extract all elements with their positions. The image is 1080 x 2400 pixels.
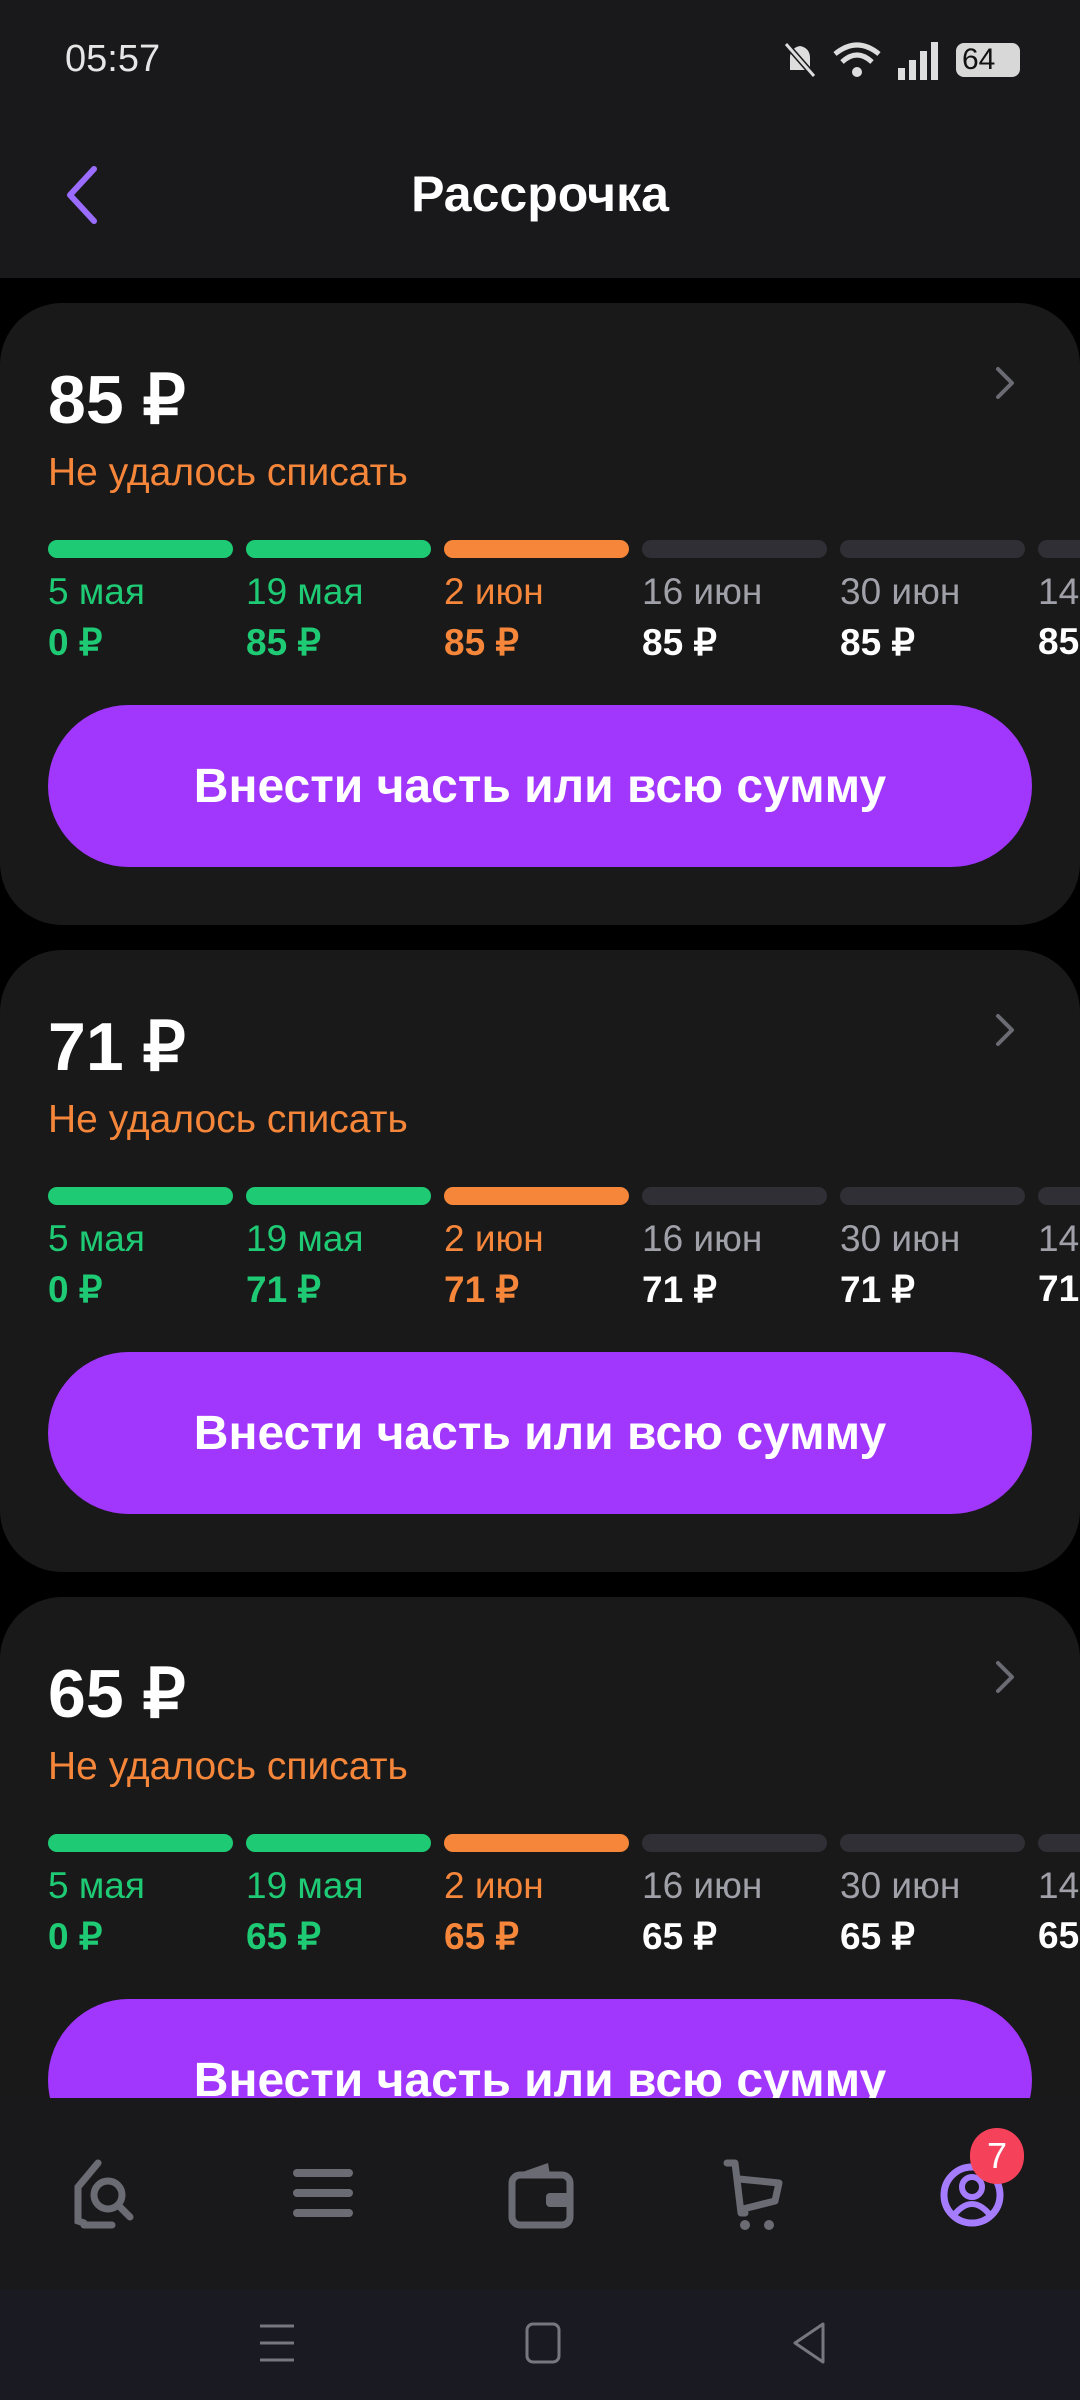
bottom-nav: 7 (0, 2098, 1080, 2290)
battery-icon: 64 (956, 43, 1020, 77)
schedule-progress-segment (642, 1834, 827, 1852)
clock: 05:57 (65, 38, 161, 80)
schedule-progress-segment (444, 1834, 629, 1852)
schedule-date: 19 мая (246, 571, 364, 612)
schedule-amount: 65 (1038, 1915, 1080, 1956)
schedule-date: 14 (1038, 1218, 1080, 1259)
schedule-date: 30 июн (840, 1865, 961, 1906)
schedule-date: 5 мая (48, 1865, 145, 1906)
schedule-date: 2 июн (444, 1218, 544, 1259)
schedule-date: 19 мая (246, 1218, 364, 1259)
schedule-amount: 71 ₽ (840, 1269, 915, 1310)
pay-part-or-full-button[interactable]: Внести часть или всю сумму (48, 1352, 1032, 1514)
schedule-date: 2 июн (444, 571, 544, 612)
schedule-progress-segment (1038, 1834, 1080, 1852)
schedule-date: 14 (1038, 571, 1080, 612)
bell-muted-icon (783, 42, 817, 78)
schedule-amount: 0 ₽ (48, 1269, 103, 1310)
schedule-date: 19 мая (246, 1865, 364, 1906)
installments-list[interactable]: 85 ₽ Не удалось списать 5 мая 0 ₽ 19 мая 85 ₽… (0, 278, 1080, 2098)
schedule-progress-segment (444, 540, 629, 558)
schedule-amount: 85 ₽ (840, 622, 915, 663)
schedule-progress-segment (48, 540, 233, 558)
schedule-date: 16 июн (642, 1865, 763, 1906)
recents-button[interactable] (252, 2318, 302, 2368)
schedule-progress-segment (840, 1834, 1025, 1852)
schedule-progress-segment (48, 1187, 233, 1205)
schedule-date: 16 июн (642, 1218, 763, 1259)
system-nav-bar (0, 2290, 1080, 2400)
schedule-amount: 71 ₽ (642, 1269, 717, 1310)
schedule-amount: 65 ₽ (444, 1916, 519, 1957)
schedule-date: 14 (1038, 1865, 1080, 1906)
schedule-progress-segment (246, 540, 431, 558)
schedule-amount: 71 ₽ (246, 1269, 321, 1310)
schedule-date: 30 июн (840, 1218, 961, 1259)
schedule-progress-segment (840, 1187, 1025, 1205)
chevron-right-icon[interactable] (990, 363, 1020, 403)
schedule-progress-segment (840, 540, 1025, 558)
installment-amount: 85 ₽ (48, 362, 186, 438)
schedule-amount: 85 ₽ (444, 622, 519, 663)
schedule-progress-segment (1038, 540, 1080, 558)
schedule-date: 5 мая (48, 571, 145, 612)
schedule-amount: 65 ₽ (840, 1916, 915, 1957)
installment-card[interactable]: 65 ₽ Не удалось списать 5 мая 0 ₽ 19 мая 65 ₽… (0, 1597, 1080, 2098)
payment-status: Не удалось списать (48, 1745, 408, 1788)
payment-status: Не удалось списать (48, 1098, 408, 1141)
back-button[interactable] (58, 165, 108, 225)
schedule-amount: 65 ₽ (642, 1916, 717, 1957)
payment-status: Не удалось списать (48, 451, 408, 494)
schedule-date: 16 июн (642, 571, 763, 612)
installment-card[interactable]: 71 ₽ Не удалось списать 5 мая 0 ₽ 19 мая 71 ₽… (0, 950, 1080, 1572)
cart-icon[interactable] (715, 2153, 795, 2233)
schedule-amount: 0 ₽ (48, 1916, 103, 1957)
page-title: Рассрочка (411, 166, 669, 222)
schedule-amount: 85 ₽ (246, 622, 321, 663)
back-nav-button[interactable] (785, 2318, 835, 2368)
schedule-progress-segment (642, 1187, 827, 1205)
schedule-amount: 85 ₽ (642, 622, 717, 663)
installment-card[interactable]: 85 ₽ Не удалось списать 5 мая 0 ₽ 19 мая 85 ₽… (0, 303, 1080, 925)
menu-icon[interactable] (283, 2153, 363, 2233)
schedule-amount: 0 ₽ (48, 622, 103, 663)
home-search-icon[interactable] (68, 2153, 148, 2233)
schedule-progress-segment (48, 1834, 233, 1852)
installment-amount: 65 ₽ (48, 1656, 186, 1732)
chevron-right-icon[interactable] (990, 1657, 1020, 1697)
header: Рассрочка (0, 110, 1080, 278)
home-button[interactable] (518, 2318, 568, 2368)
wallet-icon[interactable] (500, 2153, 580, 2233)
schedule-progress-segment (1038, 1187, 1080, 1205)
status-bar: 05:57 64 (0, 0, 1080, 110)
schedule-progress-segment (246, 1187, 431, 1205)
schedule-progress-segment (642, 540, 827, 558)
installment-amount: 71 ₽ (48, 1009, 186, 1085)
schedule-amount: 71 ₽ (444, 1269, 519, 1310)
wifi-icon (833, 42, 881, 77)
schedule-amount: 71 (1038, 1268, 1080, 1309)
chevron-right-icon[interactable] (990, 1010, 1020, 1050)
schedule-amount: 65 ₽ (246, 1916, 321, 1957)
signal-icon (898, 42, 938, 80)
pay-part-or-full-button[interactable]: Внести часть или всю сумму (48, 1999, 1032, 2098)
schedule-amount: 85 (1038, 621, 1080, 662)
schedule-date: 5 мая (48, 1218, 145, 1259)
schedule-date: 2 июн (444, 1865, 544, 1906)
notification-badge: 7 (970, 2128, 1024, 2184)
schedule-progress-segment (246, 1834, 431, 1852)
schedule-progress-segment (444, 1187, 629, 1205)
schedule-date: 30 июн (840, 571, 961, 612)
pay-part-or-full-button[interactable]: Внести часть или всю сумму (48, 705, 1032, 867)
